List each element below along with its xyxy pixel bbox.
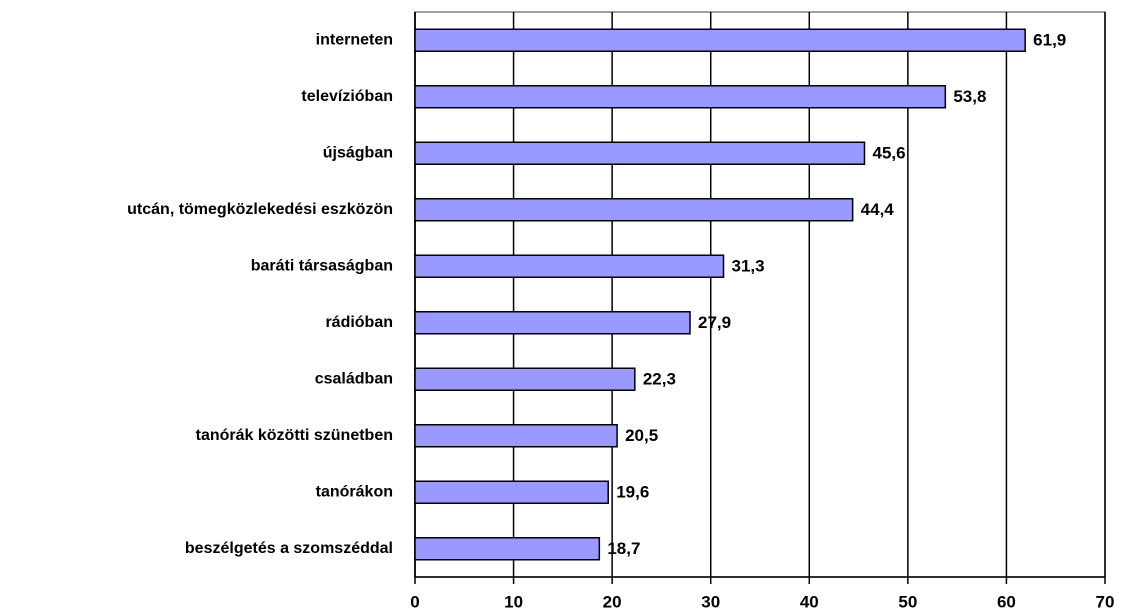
x-tick-label: 20: [603, 592, 622, 611]
data-label: 61,9: [1033, 31, 1066, 50]
data-label: 45,6: [872, 144, 905, 163]
bar: [414, 85, 947, 109]
x-tick-label: 10: [504, 592, 523, 611]
bar: [414, 254, 725, 278]
y-tick-label: baráti társaságban: [251, 257, 393, 274]
x-tick-label: 70: [1096, 592, 1115, 611]
y-tick-label: rádióban: [325, 314, 393, 331]
bar: [414, 424, 618, 448]
y-tick-label: családban: [315, 370, 393, 387]
data-label: 44,4: [861, 200, 895, 219]
data-label: 18,7: [607, 539, 640, 558]
x-tick-label: 60: [997, 592, 1016, 611]
data-label: 53,8: [953, 87, 986, 106]
data-label: 27,9: [698, 313, 731, 332]
y-tick-label: tanórák közötti szünetben: [196, 427, 393, 444]
x-tick-label: 0: [410, 592, 419, 611]
bar: [414, 311, 691, 335]
y-tick-label: újságban: [323, 144, 393, 161]
bar: [414, 198, 854, 222]
bar: [414, 367, 636, 391]
data-label: 31,3: [732, 257, 765, 276]
x-tick-label: 50: [898, 592, 917, 611]
bar: [414, 537, 601, 561]
bar: [414, 480, 609, 504]
x-tick-label: 30: [701, 592, 720, 611]
y-tick-label: beszélgetés a szomszéddal: [185, 540, 393, 557]
bar: [414, 28, 1026, 52]
y-tick-label: televízióban: [301, 88, 393, 105]
bar: [414, 141, 866, 165]
y-tick-label: tanórákon: [316, 483, 393, 500]
y-tick-label: interneten: [316, 31, 393, 48]
x-tick-label: 40: [800, 592, 819, 611]
data-label: 19,6: [616, 483, 649, 502]
data-label: 22,3: [643, 370, 676, 389]
y-tick-label: utcán, tömegközlekedési eszközön: [127, 201, 393, 218]
data-label: 20,5: [625, 426, 658, 445]
